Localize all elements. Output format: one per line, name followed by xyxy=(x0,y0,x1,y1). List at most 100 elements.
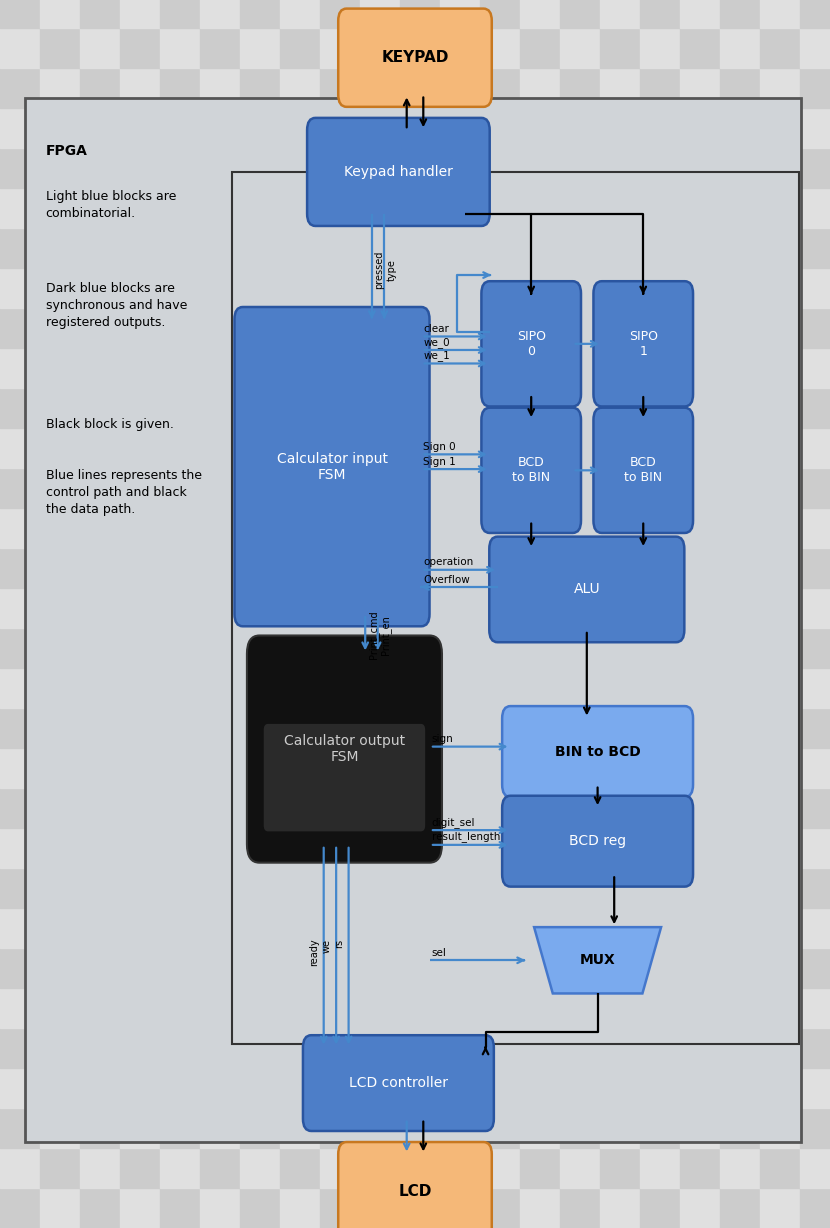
Bar xyxy=(320,0,360,28)
Bar xyxy=(640,788,680,828)
Bar xyxy=(400,1028,440,1068)
Bar xyxy=(600,388,640,429)
Bar xyxy=(480,108,520,149)
Bar xyxy=(760,268,800,308)
Bar xyxy=(400,0,440,28)
Bar xyxy=(280,388,320,429)
Bar xyxy=(600,1148,640,1187)
Bar xyxy=(160,788,200,828)
Text: digit_sel: digit_sel xyxy=(432,817,475,828)
Text: Sign 1: Sign 1 xyxy=(423,457,456,467)
Bar xyxy=(320,268,360,308)
Bar xyxy=(800,108,830,149)
Bar xyxy=(160,1068,200,1108)
Bar xyxy=(80,228,120,268)
Bar xyxy=(640,989,680,1028)
Bar xyxy=(360,868,400,907)
Bar xyxy=(400,228,440,268)
Bar xyxy=(160,508,200,548)
Bar xyxy=(560,1187,600,1228)
Bar xyxy=(600,1028,640,1068)
Bar xyxy=(600,468,640,508)
Bar xyxy=(680,748,720,788)
Bar xyxy=(360,1108,400,1148)
Text: operation: operation xyxy=(423,558,474,567)
Bar xyxy=(280,68,320,108)
Bar xyxy=(200,0,240,28)
Bar xyxy=(720,1148,760,1187)
Bar xyxy=(200,588,240,628)
Bar xyxy=(120,188,160,228)
Bar xyxy=(680,108,720,149)
Bar xyxy=(520,429,560,468)
Bar xyxy=(400,388,440,429)
Bar xyxy=(160,668,200,709)
Bar xyxy=(240,188,280,228)
Bar xyxy=(600,28,640,68)
Bar xyxy=(120,0,160,28)
Bar xyxy=(400,588,440,628)
Bar xyxy=(320,1108,360,1148)
Bar xyxy=(560,1068,600,1108)
Bar xyxy=(720,348,760,388)
Bar xyxy=(320,28,360,68)
Bar xyxy=(640,0,680,28)
Bar xyxy=(240,228,280,268)
Bar xyxy=(440,1148,480,1187)
Bar xyxy=(120,828,160,868)
Bar xyxy=(360,508,400,548)
Bar xyxy=(720,709,760,748)
Bar xyxy=(600,709,640,748)
Bar xyxy=(800,628,830,668)
Bar xyxy=(80,388,120,429)
Bar xyxy=(520,668,560,709)
Bar xyxy=(160,188,200,228)
Bar xyxy=(320,668,360,709)
Bar xyxy=(160,348,200,388)
Bar xyxy=(480,308,520,348)
Bar xyxy=(280,108,320,149)
Bar xyxy=(160,68,200,108)
Bar xyxy=(680,429,720,468)
Bar xyxy=(520,108,560,149)
Bar xyxy=(560,828,600,868)
Bar xyxy=(0,748,40,788)
Bar xyxy=(240,348,280,388)
Bar xyxy=(440,188,480,228)
Bar xyxy=(160,628,200,668)
Bar xyxy=(480,149,520,188)
Bar xyxy=(200,748,240,788)
Bar xyxy=(80,28,120,68)
Bar xyxy=(80,149,120,188)
Bar xyxy=(600,548,640,588)
Bar xyxy=(440,1108,480,1148)
Text: Overflow: Overflow xyxy=(423,575,470,585)
Bar xyxy=(40,308,80,348)
Bar xyxy=(440,907,480,948)
Bar xyxy=(600,308,640,348)
Text: Black block is given.: Black block is given. xyxy=(46,418,173,431)
Bar xyxy=(200,228,240,268)
Bar xyxy=(640,308,680,348)
Bar xyxy=(560,268,600,308)
Bar xyxy=(280,28,320,68)
Bar xyxy=(240,709,280,748)
Bar xyxy=(440,709,480,748)
Bar xyxy=(240,1068,280,1108)
Bar xyxy=(80,1068,120,1108)
Bar xyxy=(240,468,280,508)
Bar xyxy=(0,868,40,907)
Bar xyxy=(280,948,320,989)
Bar xyxy=(520,348,560,388)
Bar xyxy=(440,228,480,268)
Bar xyxy=(680,188,720,228)
Text: rs: rs xyxy=(334,938,344,948)
Bar xyxy=(640,668,680,709)
Bar xyxy=(720,388,760,429)
Text: clear: clear xyxy=(423,324,449,334)
Bar xyxy=(40,907,80,948)
Bar xyxy=(640,1148,680,1187)
Bar xyxy=(800,188,830,228)
Bar xyxy=(440,0,480,28)
Bar xyxy=(80,429,120,468)
